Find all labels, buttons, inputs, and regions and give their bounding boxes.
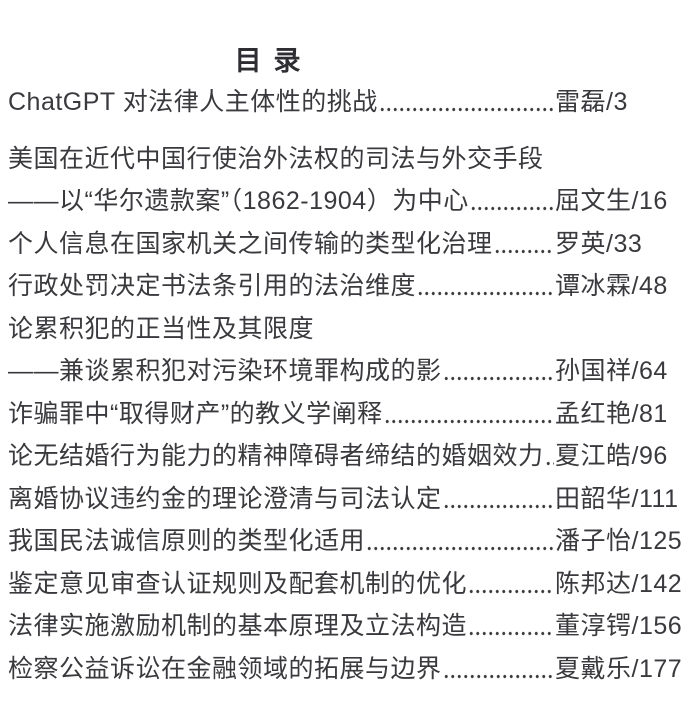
entry-author-page: 孟红艳/81 [555, 394, 673, 430]
entry-page-number: 3 [613, 88, 628, 117]
dot-leader [469, 178, 554, 221]
dot-leader [442, 348, 554, 391]
page-title: 目录 [234, 46, 313, 76]
entry-title: 个人信息在国家机关之间传输的类型化治理 [8, 229, 493, 258]
toc-entry: 美国在近代中国行使治外法权的司法与外交手段 [8, 136, 673, 179]
entry-author-page: 谭冰霖/48 [555, 266, 673, 302]
toc-entry: 我国民法诚信原则的类型化适用 潘子怡/125 [8, 518, 682, 561]
entry-author: 孙国祥 [555, 357, 632, 386]
page-separator: / [606, 229, 614, 258]
entry-title: 论无结婚行为能力的精神障碍者缔结的婚姻效力 [8, 442, 544, 471]
entry-title: 法律实施激励机制的基本原理及立法构造 [8, 612, 468, 641]
page-separator: / [631, 399, 639, 428]
dot-leader [544, 433, 554, 476]
dot-leader [378, 79, 554, 122]
toc-entry-list: ChatGPT 对法律人主体性的挑战 雷磊/3 美国在近代中国行使治外法权的司法… [0, 79, 687, 688]
dot-leader [493, 220, 554, 263]
page-separator: / [631, 569, 639, 598]
entry-page-number: 96 [638, 442, 668, 471]
entry-author: 田韶华 [555, 484, 632, 513]
entry-title: 离婚协议违约金的理论澄清与司法认定 [8, 484, 442, 513]
entry-title: 诈骗罪中“取得财产”的教义学阐释 [8, 399, 383, 428]
entry-page-number: 33 [613, 229, 643, 258]
entry-title: ChatGPT 对法律人主体性的挑战 [8, 88, 378, 117]
entry-page-number: 125 [638, 527, 683, 556]
entry-page-number: 81 [638, 399, 668, 428]
entry-author: 夏江皓 [555, 442, 632, 471]
toc-entry: 行政处罚决定书法条引用的法治维度 谭冰霖/48 [8, 263, 673, 306]
toc-entry: 论累积犯的正当性及其限度 [8, 306, 673, 349]
entry-title: ——兼谈累积犯对污染环境罪构成的影 [8, 357, 442, 386]
entry-author: 罗英 [555, 229, 607, 258]
dot-leader [383, 390, 554, 433]
dot-leader [366, 518, 554, 561]
toc-entry: 鉴定意见审查认证规则及配套机制的优化 陈邦达/142 [8, 560, 682, 603]
entry-author: 谭冰霖 [555, 272, 632, 301]
entry-title: 检察公益诉讼在金融领域的拓展与边界 [8, 654, 442, 683]
page-separator: / [631, 527, 639, 556]
entry-title: 论累积犯的正当性及其限度 [8, 314, 315, 343]
entry-author-page: 陈邦达/142 [555, 564, 682, 600]
entry-page-number: 64 [638, 357, 668, 386]
entry-author-page: 夏江皓/96 [555, 436, 673, 472]
toc-entry: ——兼谈累积犯对污染环境罪构成的影 孙国祥/64 [8, 348, 673, 391]
page-separator: / [631, 442, 639, 471]
dot-leader [442, 475, 554, 518]
toc-entry: 论无结婚行为能力的精神障碍者缔结的婚姻效力 夏江皓/96 [8, 433, 673, 476]
entry-author-page: 孙国祥/64 [555, 351, 673, 387]
dot-leader [468, 603, 554, 646]
entry-author: 潘子怡 [555, 527, 632, 556]
page-separator: / [631, 612, 639, 641]
entry-author: 董淳锷 [555, 612, 632, 641]
entry-title: 行政处罚决定书法条引用的法治维度 [8, 272, 417, 301]
entry-author-page: 屈文生/16 [555, 181, 673, 217]
dot-leader [442, 645, 554, 688]
entry-author: 夏戴乐 [555, 654, 632, 683]
toc-entry: ——以“华尔遗款案”（1862-1904）为中心 屈文生/16 [8, 178, 673, 221]
entry-author-page: 夏戴乐/177 [555, 649, 682, 685]
entry-title: ——以“华尔遗款案”（1862-1904）为中心 [8, 187, 469, 216]
dot-leader [468, 560, 554, 603]
page-separator: / [631, 484, 639, 513]
entry-author: 孟红艳 [555, 399, 632, 428]
page-separator: / [631, 187, 639, 216]
entry-author-page: 罗英/33 [555, 224, 673, 260]
entry-author-page: 董淳锷/156 [555, 606, 682, 642]
entry-page-number: 156 [638, 612, 683, 641]
entry-title: 我国民法诚信原则的类型化适用 [8, 527, 366, 556]
entry-title: 鉴定意见审查认证规则及配套机制的优化 [8, 569, 468, 598]
entry-page-number: 16 [638, 187, 668, 216]
toc-entry: 离婚协议违约金的理论澄清与司法认定 田韶华/111 [8, 475, 678, 518]
toc-entry: 法律实施激励机制的基本原理及立法构造 董淳锷/156 [8, 603, 682, 646]
toc-entry: 个人信息在国家机关之间传输的类型化治理 罗英/33 [8, 220, 673, 263]
entry-title: 美国在近代中国行使治外法权的司法与外交手段 [8, 144, 544, 173]
entry-page-number: 142 [638, 569, 683, 598]
toc-entry: 诈骗罪中“取得财产”的教义学阐释 孟红艳/81 [8, 390, 673, 433]
entry-page-number: 177 [638, 654, 683, 683]
dot-leader [417, 263, 554, 306]
entry-author: 陈邦达 [555, 569, 632, 598]
entry-author-page: 雷磊/3 [555, 82, 673, 118]
toc-entry: ChatGPT 对法律人主体性的挑战 雷磊/3 [8, 79, 673, 122]
page-separator: / [631, 654, 639, 683]
entry-author: 雷磊 [555, 88, 607, 117]
page-separator: / [606, 88, 614, 117]
entry-author: 屈文生 [555, 187, 632, 216]
page-separator: / [631, 272, 639, 301]
entry-page-number: 48 [638, 272, 668, 301]
toc-entry: 检察公益诉讼在金融领域的拓展与边界 夏戴乐/177 [8, 645, 682, 688]
entry-author-page: 潘子怡/125 [555, 521, 682, 557]
entry-author-page: 田韶华/111 [555, 479, 678, 515]
page-separator: / [631, 357, 639, 386]
entry-page-number: 111 [638, 484, 679, 513]
